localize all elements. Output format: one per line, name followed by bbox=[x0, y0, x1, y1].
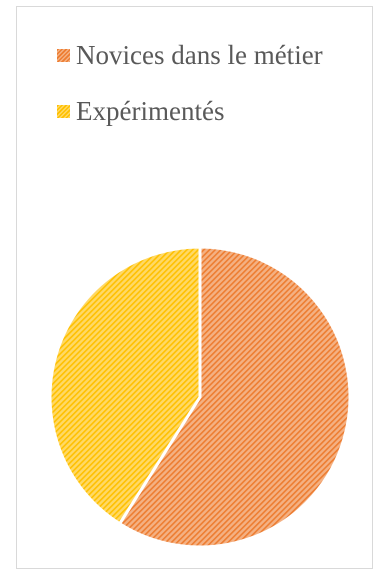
legend-label-novices: Novices dans le métier bbox=[76, 39, 323, 70]
legend-item-novices: Novices dans le métier bbox=[57, 27, 323, 83]
legend-item-experimentes: Expérimentés bbox=[57, 83, 323, 139]
legend-swatch-experimentes bbox=[57, 104, 70, 118]
pie-slice-novices bbox=[118, 245, 352, 549]
legend-swatch-novices bbox=[57, 48, 70, 62]
legend-label-experimentes: Expérimentés bbox=[76, 95, 225, 126]
pie-slice-experimentes bbox=[48, 245, 202, 526]
legend: Novices dans le métier Expérimentés bbox=[57, 27, 323, 139]
